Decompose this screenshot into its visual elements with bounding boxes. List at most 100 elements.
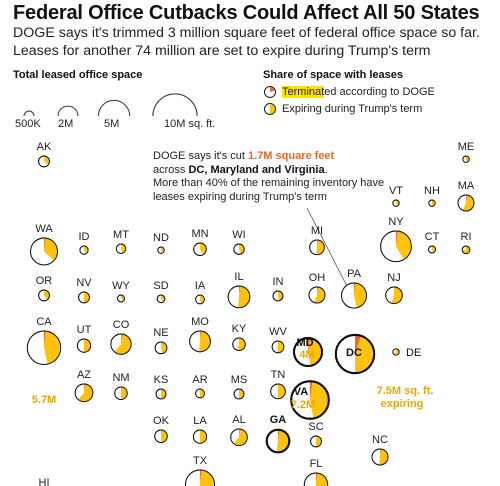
- size-legend-heading: Total leased office space: [13, 69, 143, 81]
- state-fl: FL: [303, 458, 329, 486]
- state-label: NH: [424, 185, 440, 197]
- legend-terminated-rest: ed according to DOGE: [324, 86, 435, 98]
- size-legend-arc: [57, 105, 79, 117]
- annotation-line2-post: .: [324, 163, 328, 176]
- state-label: IN: [273, 276, 284, 288]
- expiring-slice: [276, 429, 290, 453]
- state-ne: NE: [153, 327, 169, 355]
- state-label: NM: [112, 372, 129, 384]
- state-label: IA: [195, 280, 206, 292]
- callout-va: 7.2M: [291, 399, 315, 411]
- expiring-slice: [84, 246, 89, 254]
- legend-terminated-label: Terminated according to DOGE: [282, 86, 435, 98]
- expiring-slice: [200, 243, 207, 255]
- expiring-slice: [355, 335, 375, 374]
- state-wa: WA: [30, 223, 58, 266]
- expiring-slice: [316, 436, 322, 447]
- state-label: WA: [35, 223, 53, 235]
- terminated-slice: [121, 334, 122, 345]
- state-label: AK: [37, 141, 52, 153]
- state-il: IL: [227, 271, 251, 309]
- state-label: WY: [112, 280, 130, 292]
- state-id: ID: [79, 231, 90, 255]
- state-label: VT: [389, 185, 403, 197]
- state-wi: WI: [232, 229, 246, 255]
- size-legend-label: 500K: [15, 118, 41, 130]
- state-label: AL: [232, 414, 245, 426]
- terminated-slice: [396, 231, 398, 247]
- state-vt: VT: [389, 185, 403, 207]
- state-ri: RI: [461, 231, 472, 255]
- legend-expiring-swatch: [264, 103, 276, 115]
- state-label: ND: [153, 232, 169, 244]
- size-legend-label: 5M: [104, 118, 119, 130]
- expiring-slice: [44, 238, 58, 261]
- state-oh: OH: [308, 272, 326, 304]
- expiring-slice: [396, 231, 412, 260]
- expiring-slice: [161, 342, 167, 354]
- state-label: MI: [311, 225, 323, 237]
- state-mi: MI: [309, 225, 325, 256]
- expiring-slice: [199, 331, 211, 352]
- expiring-slice: [44, 331, 61, 365]
- expiring-slice: [462, 246, 470, 254]
- expiring-slice: [200, 430, 207, 444]
- state-label: HI: [39, 477, 50, 486]
- state-dc: [334, 333, 376, 375]
- state-or: OR: [36, 275, 53, 302]
- state-ak: AK: [37, 141, 52, 168]
- state-label: MO: [191, 316, 209, 328]
- expiring-slice: [199, 470, 215, 486]
- expiring-slice: [161, 389, 166, 399]
- state-label: LA: [193, 415, 207, 427]
- share-legend-heading: Share of space with leases: [263, 69, 404, 81]
- state-label: ME: [458, 141, 475, 153]
- expiring-slice: [278, 341, 284, 353]
- state-label: NJ: [387, 272, 400, 284]
- state-label: AR: [192, 374, 207, 386]
- size-legend-arc: [23, 110, 35, 117]
- terminated-slice: [239, 286, 241, 297]
- state-label: AZ: [77, 369, 91, 381]
- annotation-line2-pre: across: [153, 163, 189, 176]
- state-ar: AR: [192, 374, 208, 399]
- state-label: SC: [308, 421, 323, 433]
- size-legend-label: 10M sq. ft.: [164, 118, 215, 130]
- state-label-ga: GA: [270, 414, 287, 426]
- state-label: OR: [36, 275, 53, 287]
- state-label-md: MD: [296, 337, 313, 349]
- legend-terminated-swatch: [264, 86, 276, 98]
- state-label: OK: [153, 415, 170, 427]
- state-label: RI: [461, 231, 472, 243]
- terminated-slice: [355, 334, 361, 354]
- state-label: NE: [153, 327, 168, 339]
- legend-expiring-label: Expiring during Trump's term: [282, 103, 423, 115]
- state-label: SD: [153, 280, 168, 292]
- state-label: WI: [232, 229, 245, 241]
- expiring-slice: [239, 389, 244, 399]
- state-label: MA: [458, 180, 475, 192]
- state-nc: NC: [371, 434, 389, 466]
- state-la: LA: [192, 415, 207, 444]
- state-ca: CA: [26, 316, 62, 365]
- expiring-slice: [278, 384, 286, 399]
- expiring-slice: [84, 339, 91, 353]
- terminated-slice: [317, 240, 318, 248]
- expiring-slice: [233, 429, 248, 446]
- state-label: TN: [271, 369, 286, 381]
- state-label-dc: DC: [346, 347, 362, 359]
- state-ut: UT: [77, 324, 92, 353]
- state-label: NC: [372, 434, 388, 446]
- callout-dc-expiring: expiring: [381, 398, 424, 410]
- expiring-slice: [354, 283, 367, 308]
- terminated-slice: [200, 331, 201, 342]
- state-label: TX: [193, 455, 208, 467]
- state-label-va: VA: [294, 386, 309, 398]
- state-sd: SD: [153, 280, 169, 304]
- state-wy: WY: [112, 280, 131, 303]
- annotation-value: 1.7M square feet: [248, 150, 335, 162]
- state-co: CO: [110, 319, 132, 355]
- terminated-slice: [278, 429, 280, 441]
- annotation-states: DC, Maryland and Virginia: [188, 163, 325, 176]
